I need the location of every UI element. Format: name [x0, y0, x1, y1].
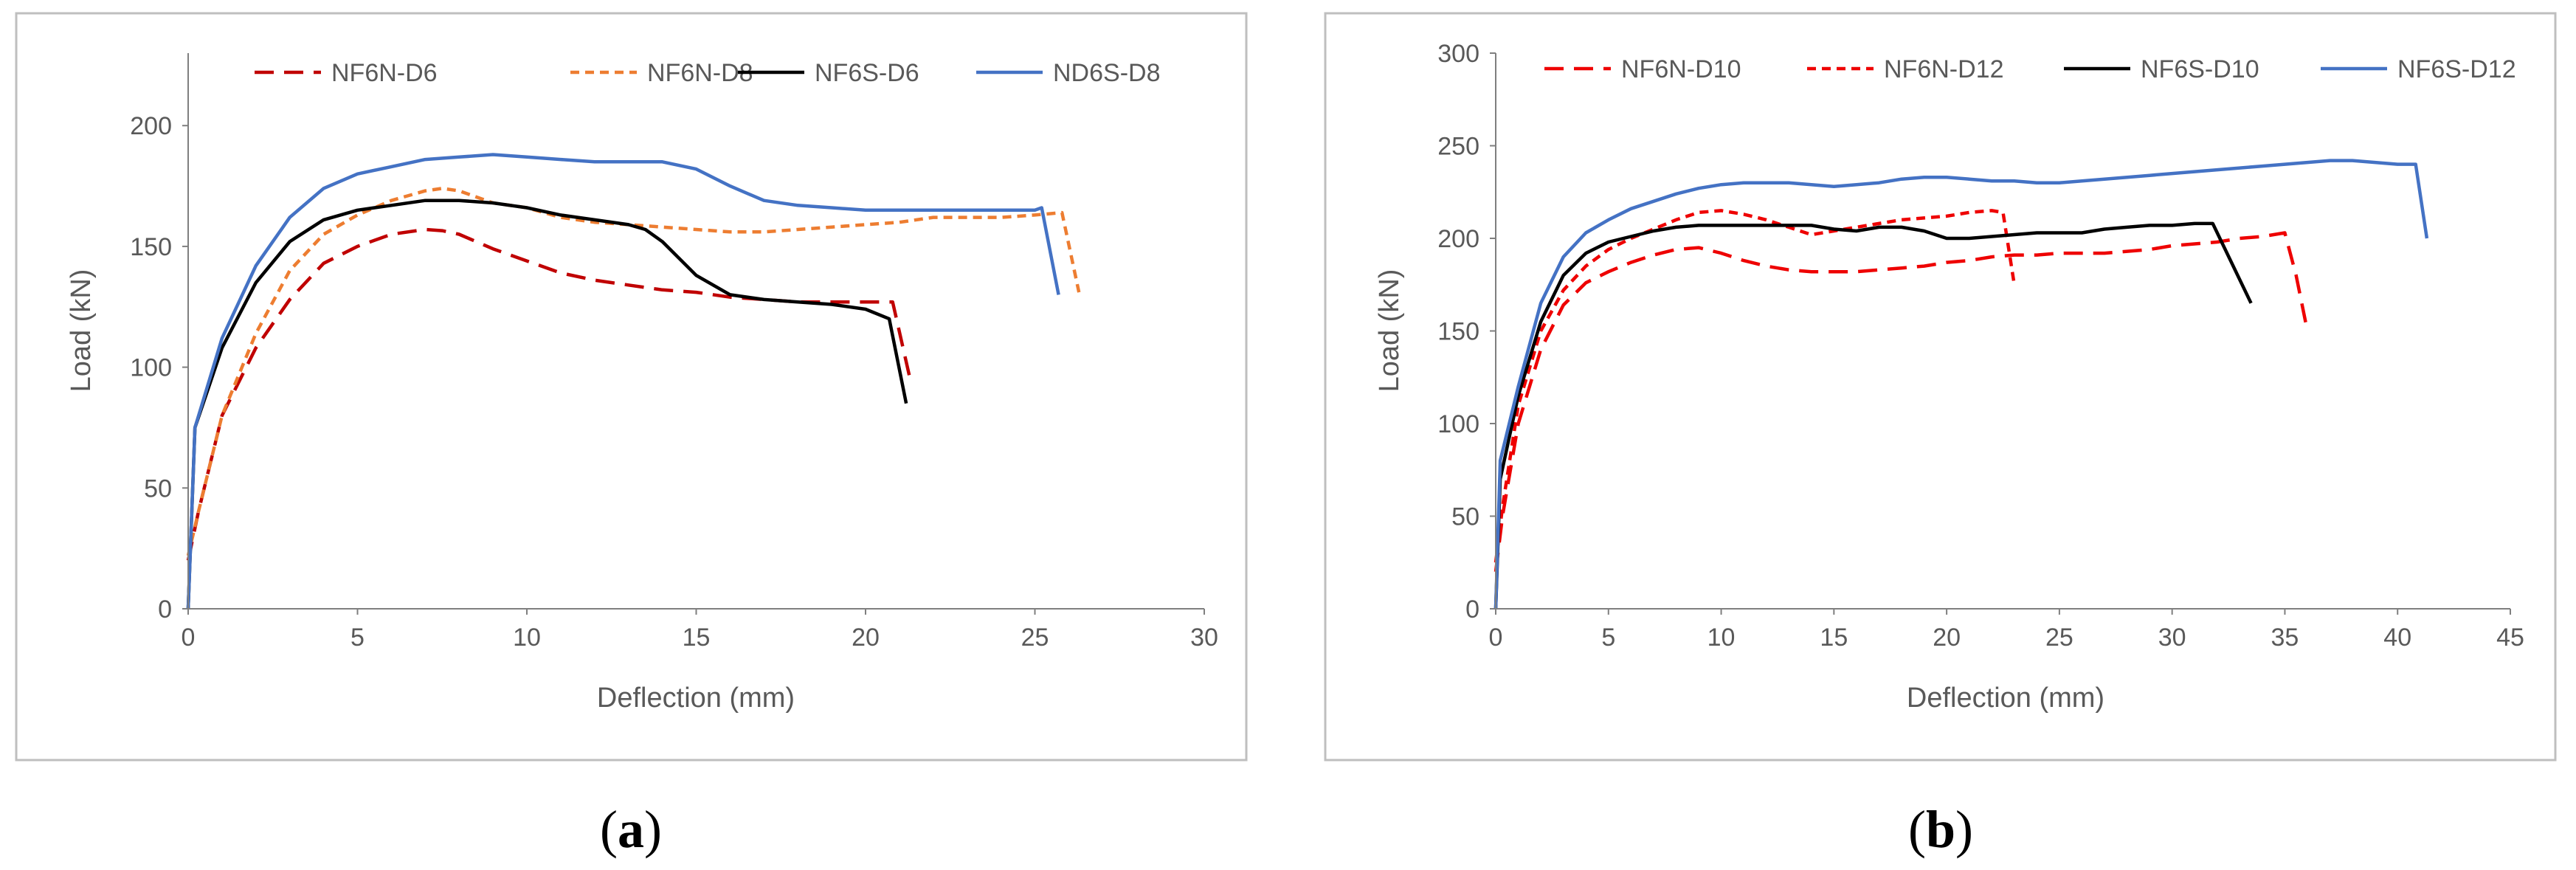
panel-b-series-line-nf6s-d12	[1494, 159, 2429, 610]
panel-b-x-tick-label: 40	[2383, 624, 2411, 652]
panel-a-y-axis-title: Load (kN)	[66, 269, 97, 393]
panel-b-series-line-nf6n-d10	[1494, 231, 2310, 573]
panel-b-y-tick-label: 150	[1437, 318, 1479, 346]
panel-b-x-tick-label: 5	[1601, 624, 1615, 652]
panel-b: 0 50 100 150 200 250 300 0 5 10 15 20 25 30 35 40 45 De…	[1324, 12, 2557, 762]
panel-b-x-tick-label: 35	[2271, 624, 2299, 652]
panel-b-y-axis-title: Load (kN)	[1374, 269, 1405, 393]
panel-a-x-tick-label: 30	[1190, 624, 1218, 652]
panel-a-y-tick-label: 100	[130, 354, 172, 382]
panel-b-x-ticks: 0 5 10 15 20 25 30 35 40 45	[1489, 609, 2524, 652]
panel-b-y-tick-label: 50	[1451, 503, 1479, 531]
panel-b-x-axis-title: Deflection (mm)	[1907, 683, 2104, 714]
panel-a-label: (a)	[600, 800, 662, 859]
panel-b-x-tick-label: 30	[2158, 624, 2186, 652]
panel-b-series	[1494, 159, 2429, 610]
panel-a-label-letter: a	[618, 800, 644, 859]
panel-b-y-ticks: 0 50 100 150 200 250 300	[1437, 40, 1496, 624]
panel-a-x-tick-label: 5	[351, 624, 365, 652]
panel-a-series	[186, 153, 1081, 610]
panel-b-y-tick-label: 100	[1437, 410, 1479, 438]
panel-b-legend: NF6N-D10 NF6N-D12 NF6S-D10 NF6S-D12	[1544, 55, 2516, 83]
panel-a-y-ticks: 0 50 100 150 200	[130, 112, 188, 624]
panel-b-y-tick-label: 300	[1437, 40, 1479, 68]
panel-b-x-tick-label: 15	[1820, 624, 1848, 652]
panel-b-series-line-nf6s-d10	[1494, 221, 2253, 610]
panel-a-y-tick-label: 150	[130, 233, 172, 261]
panel-a-y-tick-label: 200	[130, 112, 172, 140]
panel-a-x-tick-label: 15	[683, 624, 711, 652]
panel-a-legend-label: NF6N-D6	[331, 59, 438, 87]
panel-b-x-tick-label: 0	[1489, 624, 1503, 652]
panel-a-y-tick-label: 50	[144, 474, 172, 503]
panel-b-x-tick-label: 25	[2045, 624, 2073, 652]
panel-a-x-axis-title: Deflection (mm)	[597, 683, 795, 714]
panel-b-legend-label: NF6N-D12	[1884, 55, 2003, 83]
panel-a-series-line-nd6s-d8	[186, 153, 1060, 610]
panel-b-legend-label: NF6S-D12	[2397, 55, 2516, 83]
panel-a-legend-label: NF6S-D6	[815, 59, 919, 87]
panel-b-x-tick-label: 20	[1933, 624, 1961, 652]
panel-b-series-line-nf6n-d12	[1494, 209, 2017, 563]
panel-a-series-line-nf6s-d6	[186, 198, 908, 610]
panel-a-x-tick-label: 10	[513, 624, 541, 652]
panel-b-legend-label: NF6S-D10	[2141, 55, 2259, 83]
panel-a-x-tick-label: 20	[852, 624, 880, 652]
panel-b-y-tick-label: 250	[1437, 133, 1479, 161]
panel-a-x-ticks: 0 5 10 15 20 25 30	[182, 609, 1218, 652]
panel-b-x-tick-label: 45	[2496, 624, 2524, 652]
panel-a-x-tick-label: 25	[1021, 624, 1049, 652]
panel-a-legend: NF6N-D6 NF6N-D8 NF6S-D6 ND6S-D8	[255, 59, 1160, 87]
panel-b-x-tick-label: 10	[1707, 624, 1736, 652]
panel-a: 0 50 100 150 200 0 5 10 15 20 25 30 Deflection (mm…	[15, 12, 1248, 762]
panel-b-y-tick-label: 200	[1437, 225, 1479, 253]
panel-b-y-tick-label: 0	[1465, 595, 1479, 624]
panel-b-label-letter: b	[1926, 800, 1955, 859]
panel-a-y-tick-label: 0	[158, 595, 172, 624]
panel-b-legend-label: NF6N-D10	[1621, 55, 1741, 83]
panel-a-x-tick-label: 0	[182, 624, 196, 652]
panel-a-legend-label: NF6N-D8	[647, 59, 753, 87]
panel-a-border	[15, 12, 1248, 762]
panel-a-legend-label: ND6S-D8	[1053, 59, 1160, 87]
panel-b-label: (b)	[1908, 800, 1973, 859]
panel-a-series-line-nf6n-d6	[186, 227, 911, 561]
